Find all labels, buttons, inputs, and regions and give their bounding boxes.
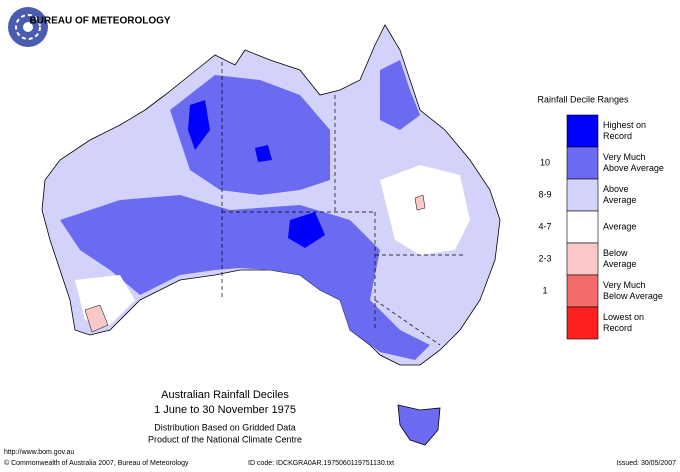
legend-swatch [566, 210, 599, 244]
legend-decile: 2-3 [538, 253, 551, 263]
legend-title: Rainfall Decile Ranges [537, 94, 629, 104]
highest-region [255, 145, 272, 162]
footer-copyright: © Commonwealth of Australia 2007, Bureau… [4, 459, 189, 467]
average-region [380, 165, 470, 255]
legend-label: Lowest on Record [603, 312, 644, 333]
legend-label: Average [603, 221, 636, 231]
legend-label: Very Much Above Average [603, 152, 664, 173]
legend-decile: 10 [540, 157, 550, 167]
legend-swatch [566, 146, 599, 180]
highest-region [288, 212, 325, 248]
legend-label: Very Much Below Average [603, 280, 663, 301]
legend-decile: 1 [542, 285, 547, 295]
below-average-region [414, 194, 426, 211]
legend-swatch [566, 114, 599, 148]
state-border [221, 62, 465, 346]
logo [8, 7, 48, 47]
below-average-region [84, 304, 109, 333]
caption-note: Product of the National Climate Centre [148, 434, 302, 444]
legend-swatch [566, 242, 599, 276]
legend-decile: 8-9 [538, 189, 551, 199]
legend-swatch [566, 274, 599, 308]
legend-swatch [566, 306, 599, 340]
tasmania [397, 404, 441, 446]
footer-id: ID code: IDCKGRA0AR.1975060119751130.txt [248, 460, 394, 467]
caption-period: 1 June to 30 November 1975 [154, 404, 296, 416]
map [41, 24, 501, 446]
very-much-above-region [170, 75, 330, 195]
legend-swatch [566, 178, 599, 212]
caption-note: Distribution Based on Gridded Data [154, 422, 296, 432]
footer-url: http://www.bom.gov.au [4, 449, 74, 456]
agency-name: BUREAU OF METEOROLOGY [29, 16, 170, 27]
very-much-above-region [60, 195, 430, 360]
legend-label: Above Average [603, 184, 636, 205]
very-much-above-region [380, 60, 420, 130]
legend-label: Below Average [603, 248, 636, 269]
legend-decile: 4-7 [538, 221, 551, 231]
highest-region [188, 100, 210, 150]
caption-title: Australian Rainfall Deciles [161, 389, 289, 401]
legend-label: Highest on Record [603, 120, 646, 141]
footer-issued: Issued: 30/05/2007 [616, 460, 676, 467]
legend: Highest on Record Very Much Above Average 10… [538, 114, 664, 340]
